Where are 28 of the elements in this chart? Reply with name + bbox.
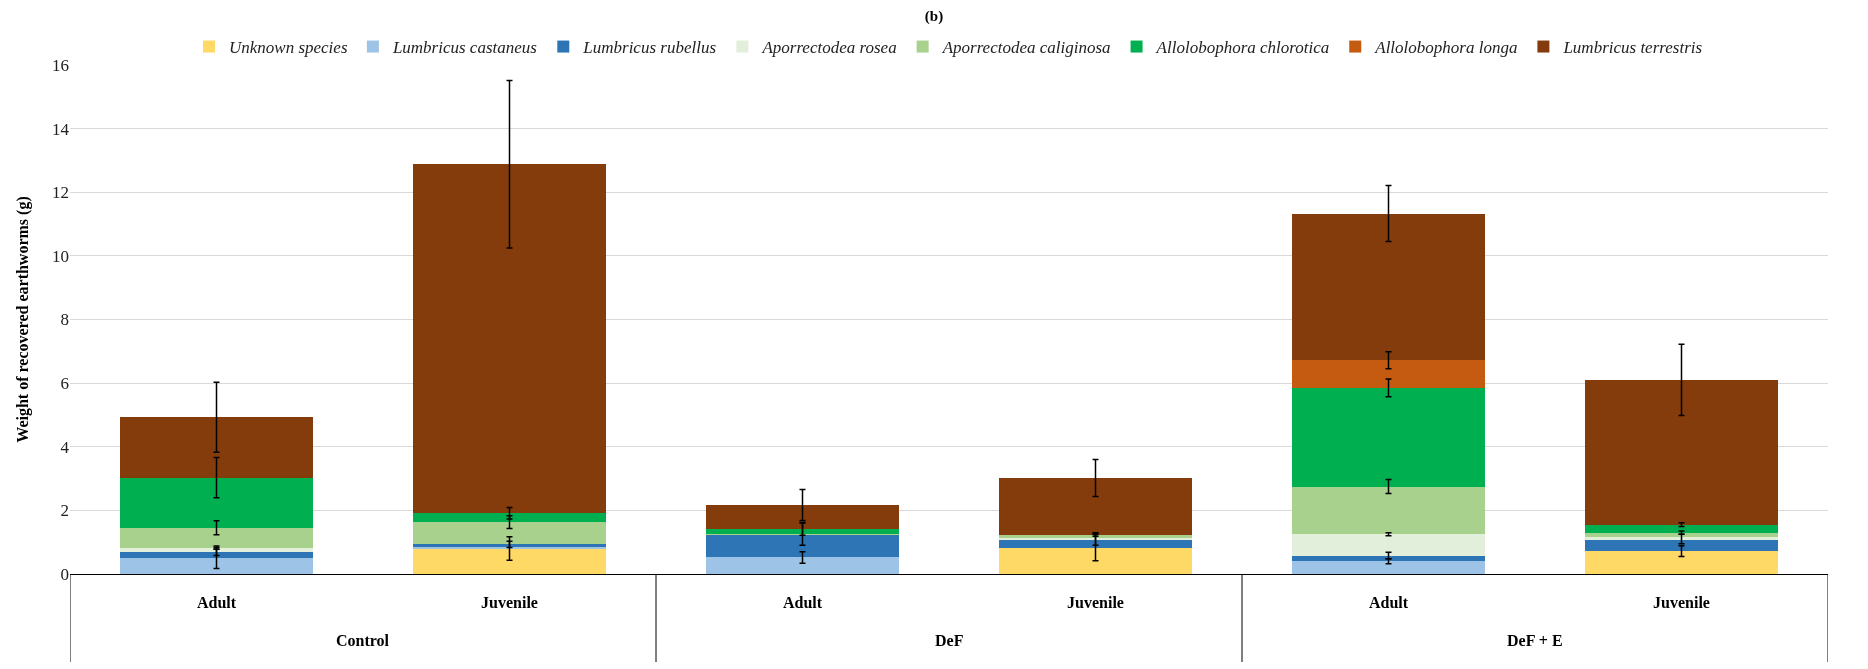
text: DeF [935, 632, 964, 649]
y-tick-label: 0 [60, 564, 69, 584]
y-tick-label: 10 [52, 246, 69, 266]
x-tick-label: Adult [782, 594, 823, 612]
legend-label: Lumbricus terrestris [1562, 38, 1703, 58]
y-tick-label: 8 [60, 310, 69, 330]
legend-label: Aporrectodea rosea [761, 38, 897, 58]
y-axis-title: Weight of recovered earthworms (g) [14, 196, 32, 443]
legend-label: Aporrectodea caliginosa [941, 38, 1111, 58]
x-tick-label: Juvenile [481, 594, 538, 612]
x-tick-label: Adult [196, 594, 237, 612]
legend-label: Unknown species [229, 38, 348, 58]
legend-label: Allolobophora longa [1374, 38, 1518, 58]
y-tick-label: 2 [60, 501, 69, 521]
y-tick-label: 14 [52, 119, 70, 139]
y-tick-label: 6 [60, 374, 69, 394]
x-tick-label: Juvenile [1067, 594, 1124, 612]
x-tick-label: Adult [1368, 594, 1409, 612]
text: Control [336, 632, 390, 649]
y-tick-label: 16 [52, 55, 69, 75]
legend-label: Lumbricus castaneus [391, 38, 538, 58]
legend-label: Lumbricus rubellus [582, 38, 717, 58]
chart-title: (b) [924, 7, 944, 25]
legend-label: Allolobophora chlorotica [1155, 38, 1330, 58]
y-tick-label: 12 [52, 183, 69, 203]
x-tick-label: Juvenile [1653, 594, 1710, 612]
text: DeF + E [1507, 632, 1563, 649]
y-tick-label: 4 [60, 437, 70, 457]
